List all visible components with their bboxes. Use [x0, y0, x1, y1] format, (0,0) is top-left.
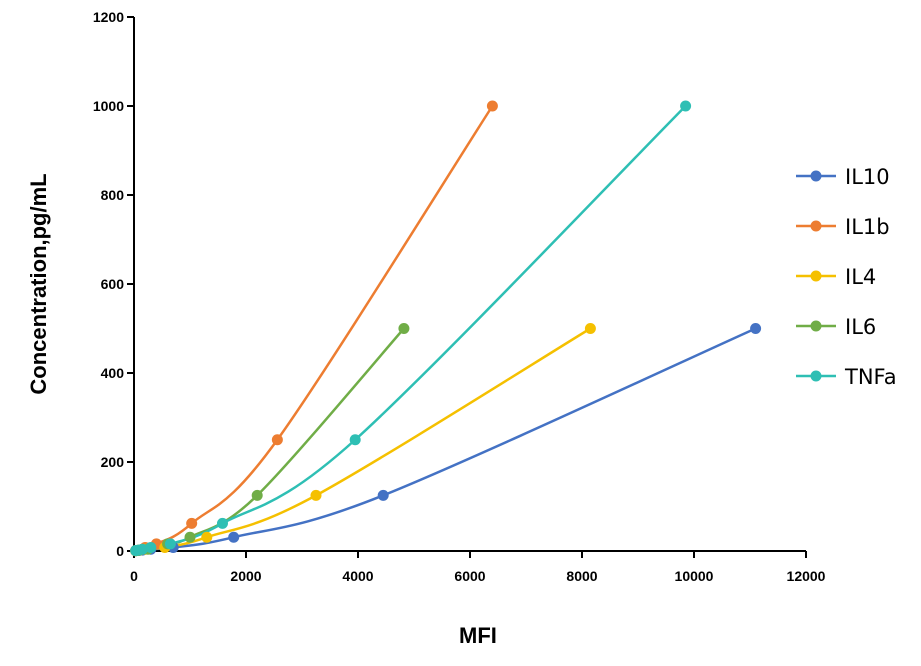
data-point-il10 — [377, 489, 389, 501]
legend-label-il1b: IL1b — [845, 215, 890, 239]
data-point-il4 — [584, 323, 596, 334]
y-tick-label: 0 — [116, 543, 124, 559]
legend-label-tnfa: TNFa — [844, 365, 897, 389]
legend-marker-il4 — [810, 270, 822, 282]
x-tick-label: 10000 — [675, 568, 714, 584]
data-point-tnfa — [216, 517, 228, 529]
legend-marker-il6 — [810, 320, 822, 332]
x-tick-label: 2000 — [230, 568, 261, 584]
legend-marker-tnfa — [810, 370, 822, 382]
y-tick-label: 1200 — [93, 9, 124, 25]
legend-label-il4: IL4 — [845, 265, 876, 289]
data-point-il6 — [184, 531, 196, 543]
data-point-il10 — [228, 531, 240, 543]
x-tick-label: 8000 — [566, 568, 597, 584]
data-point-il4 — [201, 531, 213, 543]
series-line-il1b — [135, 105, 494, 552]
data-point-il6 — [251, 489, 263, 501]
y-tick-label: 200 — [101, 454, 125, 470]
y-tick-label: 800 — [101, 187, 125, 203]
data-point-il4 — [310, 489, 322, 501]
x-axis-title: MFI — [459, 623, 497, 648]
data-point-il10 — [750, 323, 762, 334]
legend-label-il6: IL6 — [845, 315, 876, 339]
x-tick-label: 12000 — [787, 568, 826, 584]
data-point-il6 — [398, 323, 410, 334]
legend-label-il10: IL10 — [845, 165, 890, 189]
axis-ticks: 0 2000 4000 6000 8000 10000 12000 0 200 400 600 800… — [93, 9, 826, 584]
data-point-tnfa — [349, 434, 361, 446]
data-point-tnfa — [680, 100, 692, 112]
data-point-tnfa — [164, 538, 176, 550]
data-point-il1b — [486, 100, 498, 112]
legend-marker-il1b — [810, 220, 822, 232]
chart-axes — [133, 17, 806, 552]
x-tick-label: 0 — [130, 568, 138, 584]
series-lines — [135, 105, 757, 553]
data-point-tnfa — [145, 541, 157, 553]
data-point-il1b — [186, 517, 198, 529]
series-points — [130, 100, 762, 557]
y-tick-label: 600 — [101, 276, 125, 292]
data-point-tnfa — [136, 543, 148, 555]
y-tick-label: 1000 — [93, 98, 124, 114]
series-line-il4 — [135, 327, 592, 553]
chart-legend: IL10 IL1b IL4 IL6 TNFa — [796, 165, 897, 389]
data-point-il1b — [271, 434, 283, 446]
y-tick-label: 400 — [101, 365, 125, 381]
x-tick-label: 4000 — [342, 568, 373, 584]
legend-marker-il10 — [810, 170, 822, 182]
x-tick-label: 6000 — [454, 568, 485, 584]
y-axis-title: Concentration,pg/mL — [26, 173, 51, 394]
series-line-il10 — [135, 327, 757, 553]
